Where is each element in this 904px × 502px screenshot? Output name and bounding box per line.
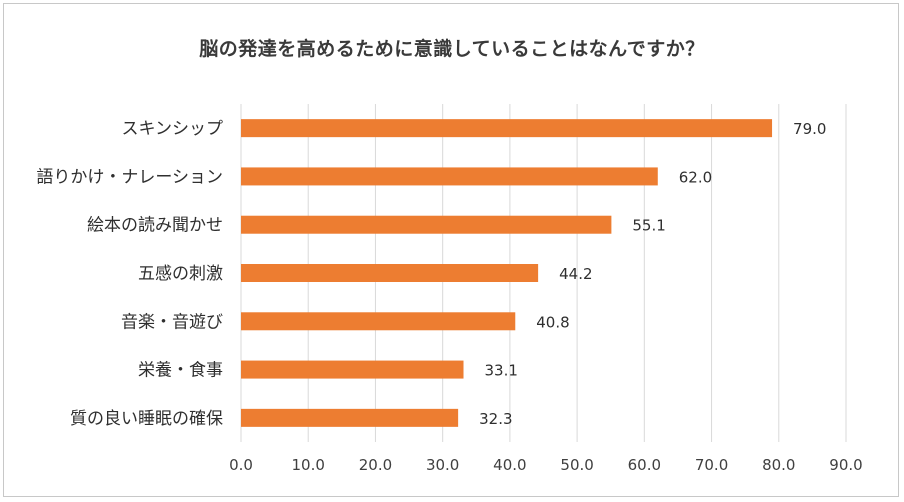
x-tick-label: 60.0 bbox=[628, 456, 661, 474]
category-label: 語りかけ・ナレーション bbox=[36, 167, 223, 187]
data-label: 33.1 bbox=[485, 362, 518, 380]
x-tick-label: 0.0 bbox=[229, 456, 253, 474]
x-tick-label: 80.0 bbox=[762, 456, 795, 474]
chart-title: 脳の発達を高めるために意識していることはなんですか？ bbox=[199, 38, 705, 60]
value-labels: 79.0 62.0 55.1 44.2 40.8 33.1 32.3 bbox=[479, 120, 826, 428]
bar bbox=[241, 167, 658, 186]
category-label: 音楽・音遊び bbox=[121, 312, 223, 332]
x-tick-label: 70.0 bbox=[695, 456, 728, 474]
data-label: 79.0 bbox=[793, 120, 826, 138]
x-tick-label: 30.0 bbox=[426, 456, 459, 474]
x-tick-label: 90.0 bbox=[829, 456, 862, 474]
bar bbox=[241, 408, 459, 427]
bars bbox=[241, 119, 773, 427]
data-label: 55.1 bbox=[632, 217, 665, 235]
bar bbox=[241, 264, 539, 282]
data-label: 32.3 bbox=[479, 410, 512, 428]
x-tick-label: 50.0 bbox=[560, 456, 593, 474]
data-label: 62.0 bbox=[679, 168, 712, 186]
data-label: 40.8 bbox=[536, 313, 569, 331]
bar bbox=[241, 312, 516, 331]
bar bbox=[241, 360, 464, 379]
category-label: スキンシップ bbox=[122, 119, 224, 139]
x-tick-label: 40.0 bbox=[493, 456, 526, 474]
data-label: 44.2 bbox=[559, 265, 592, 283]
category-label: 栄養・食事 bbox=[138, 361, 223, 381]
bar bbox=[241, 215, 612, 234]
bar bbox=[241, 119, 773, 138]
x-axis-ticks: 0.0 10.0 20.0 30.0 40.0 50.0 60.0 70.0 80.0 90.0 bbox=[229, 456, 863, 474]
x-tick-label: 20.0 bbox=[359, 456, 392, 474]
category-label: 絵本の読み聞かせ bbox=[87, 216, 223, 236]
x-tick-label: 10.0 bbox=[292, 456, 325, 474]
category-label: 質の良い睡眠の確保 bbox=[70, 409, 223, 429]
category-label: 五感の刺激 bbox=[138, 264, 223, 284]
category-labels: スキンシップ語りかけ・ナレーション絵本の読み聞かせ五感の刺激音楽・音遊び栄養・食… bbox=[36, 119, 223, 429]
